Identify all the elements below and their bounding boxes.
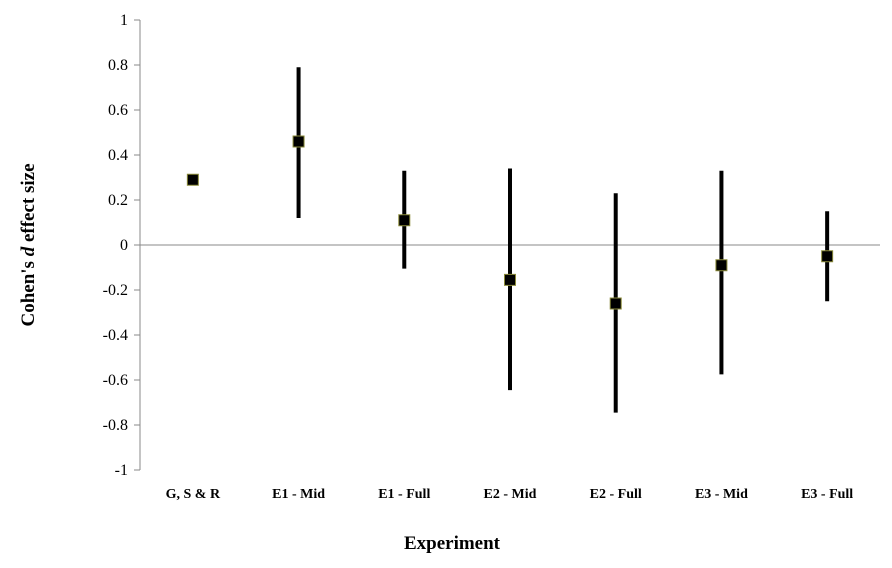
y-tick-labels: 1 0.8 0.6 0.4 0.2 0 -0.2 -0.4 -0.6 -0.8 -1	[103, 12, 140, 479]
y-tick-label: -1	[115, 462, 128, 479]
x-axis-title: Experiment	[404, 533, 501, 554]
x-tick-label: E2 - Mid	[484, 487, 537, 502]
data-point	[504, 273, 516, 286]
y-tick-label: -0.6	[103, 372, 128, 389]
data-point	[715, 259, 728, 272]
data-point	[292, 135, 305, 148]
y-tick-label: 0.4	[108, 147, 128, 164]
x-tick-label: E2 - Full	[590, 487, 642, 502]
y-axis-title-part-2: d	[18, 246, 39, 256]
y-tick-label: -0.2	[103, 282, 128, 299]
x-tick-label: G, S & R	[166, 487, 221, 502]
x-tick-label: E1 - Mid	[272, 487, 325, 502]
x-tick-label: E3 - Mid	[695, 487, 748, 502]
x-tick-label: E1 - Full	[378, 487, 430, 502]
error-bars	[296, 67, 830, 413]
y-tick-label: 0.6	[108, 102, 128, 119]
y-axis-title: Cohen's d effect size	[18, 163, 39, 326]
x-tick-label: E3 - Full	[801, 487, 853, 502]
y-tick-label: 0	[120, 237, 128, 254]
y-tick-label: -0.4	[103, 327, 128, 344]
y-tick-label: 1	[120, 12, 128, 29]
data-points	[186, 135, 834, 310]
y-tick-label: 0.2	[108, 192, 128, 209]
data-point	[609, 297, 622, 310]
data-point	[186, 173, 199, 186]
x-tick-labels: G, S & R E1 - Mid E1 - Full E2 - Mid E2 - Fu…	[166, 487, 854, 502]
y-tick-label: 0.8	[108, 57, 128, 74]
y-tick-label: -0.8	[103, 417, 128, 434]
data-point	[398, 214, 411, 227]
y-axis-title-part-3: effect size	[18, 163, 39, 246]
y-axis-title-part-1: Cohen's	[18, 256, 39, 326]
data-point	[821, 250, 834, 263]
